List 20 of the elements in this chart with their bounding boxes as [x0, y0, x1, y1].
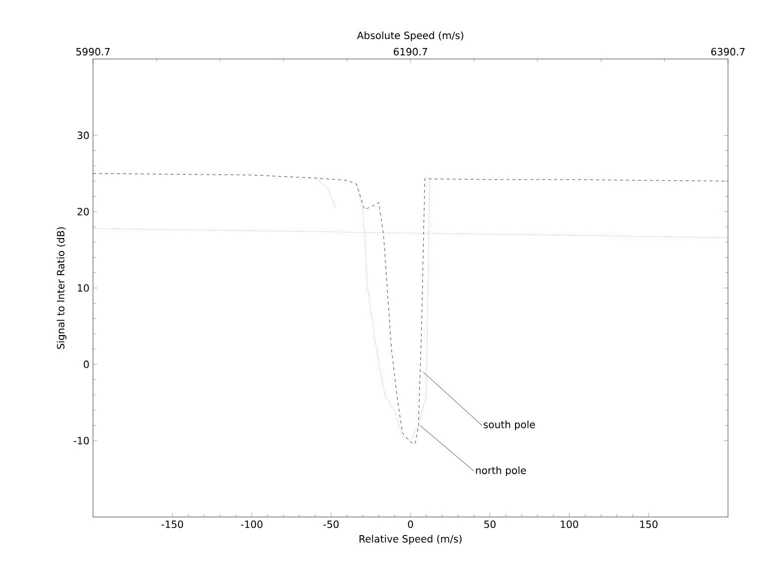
x-axis-title: Relative Speed (m/s)	[360, 534, 462, 545]
x-tick-label: 100	[560, 520, 578, 528]
x-tick-label: 50	[484, 520, 496, 528]
y-tick-label: -10	[74, 436, 89, 444]
y-tick-label: 20	[78, 208, 89, 216]
annotation: south pole	[484, 420, 535, 430]
x2-axis-title: Absolute Speed (m/s)	[357, 31, 464, 42]
annotation: north pole	[476, 466, 526, 476]
x-tick-label: -100	[240, 520, 262, 528]
x-tick-label: -50	[323, 520, 339, 528]
x2-tick-label: 6190.7	[394, 48, 428, 56]
x2-tick-label: 5990.7	[76, 48, 110, 56]
x-tick-label: 150	[640, 520, 658, 528]
x-tick-label: 0	[408, 520, 414, 528]
y-tick-label: 30	[78, 132, 89, 140]
y-axis-title: Signal to Inter Ratio (dB)	[56, 227, 66, 349]
y-tick-label: 10	[78, 284, 89, 292]
y-tick-label: 0	[84, 360, 89, 368]
x-tick-label: -150	[162, 520, 184, 528]
x2-tick-label: 6390.7	[711, 48, 745, 56]
